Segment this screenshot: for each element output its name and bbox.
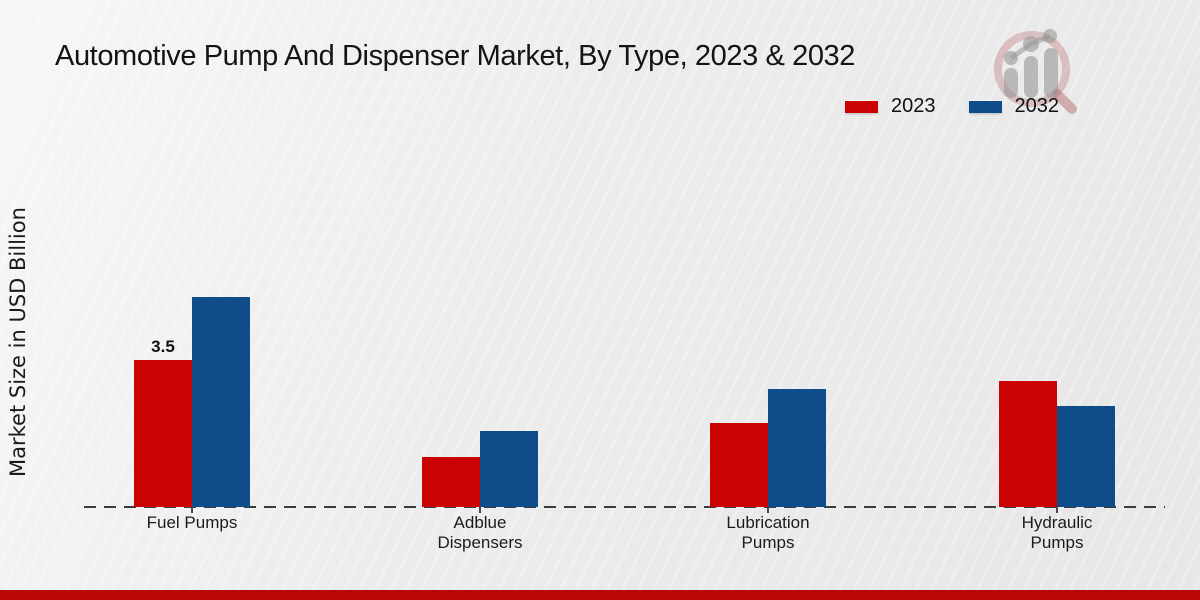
bar-adblue-dispensers-2032 — [480, 431, 538, 507]
x-axis-tick — [479, 507, 481, 513]
bar-fuel-pumps-2032 — [192, 297, 250, 507]
bar-hydraulic-pumps-2023 — [999, 381, 1057, 507]
category-label-fuel-pumps: Fuel Pumps — [146, 513, 238, 532]
bar-fuel-pumps-2023: 3.5 — [134, 337, 192, 507]
legend-label-2023: 2023 — [891, 95, 936, 117]
legend: 2023 2032 — [845, 95, 1059, 118]
bar-lubrication-pumps-2032 — [768, 389, 826, 507]
footer-accent-strip — [0, 590, 1200, 600]
magnifier-bar-chart-logo-icon — [994, 29, 1077, 114]
bar-adblue-dispensers-2023 — [422, 457, 480, 507]
chart-title: Automotive Pump And Dispenser Market, By… — [55, 40, 856, 72]
category-label-hydraulic-pumps: Hydraulic Pumps — [1021, 513, 1093, 552]
x-axis-tick — [767, 507, 769, 513]
category-label-lubrication-pumps: Lubrication Pumps — [726, 513, 810, 552]
bar-lubrication-pumps-2023 — [710, 423, 768, 507]
legend-label-2032: 2032 — [1014, 95, 1060, 117]
x-axis-baseline — [84, 506, 1165, 508]
bar-hydraulic-pumps-2032 — [1057, 406, 1115, 507]
bar-value-label: 3.5 — [151, 337, 175, 356]
category-label-adblue-dispensers: Adblue Dispensers — [437, 513, 523, 552]
legend-swatch-2023 — [845, 100, 878, 113]
legend-item-2032: 2032 — [968, 95, 1060, 118]
legend-item-2023: 2023 — [845, 95, 936, 118]
x-axis-tick — [191, 507, 193, 513]
x-axis-tick — [1056, 507, 1058, 513]
legend-swatch-2032 — [968, 100, 1002, 113]
